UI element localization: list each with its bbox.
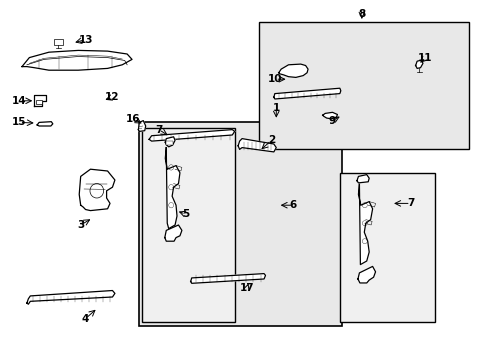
Bar bbox=[142, 128, 234, 322]
Polygon shape bbox=[22, 50, 132, 70]
Text: 17: 17 bbox=[239, 283, 254, 293]
Polygon shape bbox=[138, 121, 145, 131]
Polygon shape bbox=[34, 95, 46, 106]
Text: 3: 3 bbox=[77, 220, 84, 230]
Text: 9: 9 bbox=[328, 116, 335, 126]
Polygon shape bbox=[149, 130, 234, 141]
Text: 15: 15 bbox=[12, 117, 27, 127]
Polygon shape bbox=[37, 122, 53, 126]
Text: 13: 13 bbox=[78, 35, 93, 45]
Polygon shape bbox=[273, 88, 340, 99]
Polygon shape bbox=[358, 184, 372, 265]
Text: 14: 14 bbox=[12, 96, 27, 106]
Bar bbox=[36, 100, 42, 104]
Text: 16: 16 bbox=[126, 114, 141, 124]
Bar bbox=[259, 22, 468, 149]
Polygon shape bbox=[357, 266, 375, 283]
Polygon shape bbox=[190, 274, 265, 283]
Polygon shape bbox=[356, 175, 368, 183]
Polygon shape bbox=[27, 291, 115, 304]
Text: 7: 7 bbox=[155, 125, 163, 135]
Polygon shape bbox=[278, 64, 307, 77]
Bar bbox=[139, 122, 342, 326]
Polygon shape bbox=[238, 139, 276, 152]
Bar bbox=[339, 173, 434, 322]
Polygon shape bbox=[164, 225, 182, 241]
Text: 1: 1 bbox=[272, 103, 279, 113]
Text: 11: 11 bbox=[417, 53, 432, 63]
Text: 2: 2 bbox=[267, 135, 274, 145]
Polygon shape bbox=[165, 137, 175, 147]
Polygon shape bbox=[79, 169, 115, 211]
Bar bbox=[166, 141, 172, 145]
Bar bbox=[54, 39, 62, 45]
Text: 4: 4 bbox=[81, 314, 89, 324]
Text: 7: 7 bbox=[406, 198, 414, 208]
Polygon shape bbox=[415, 60, 422, 68]
Text: 5: 5 bbox=[182, 209, 189, 219]
Text: 10: 10 bbox=[267, 74, 282, 84]
Text: 6: 6 bbox=[289, 200, 296, 210]
Text: 12: 12 bbox=[105, 92, 120, 102]
Polygon shape bbox=[165, 148, 180, 229]
Text: 8: 8 bbox=[358, 9, 365, 19]
Polygon shape bbox=[322, 112, 337, 119]
